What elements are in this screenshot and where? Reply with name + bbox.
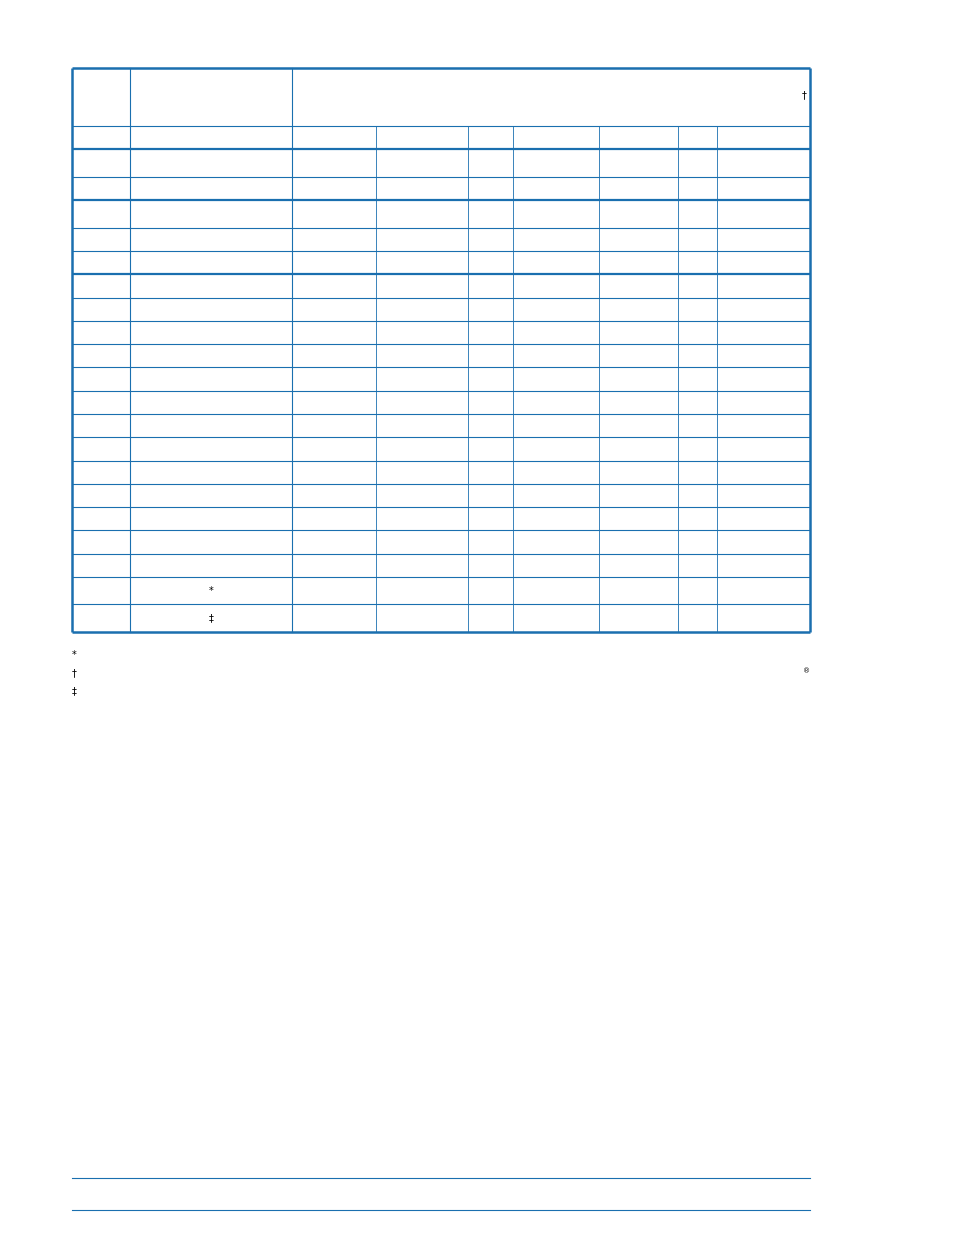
Text: *: * [208, 585, 213, 595]
Bar [71, 68, 809, 632]
Text: ®: ® [802, 668, 809, 674]
Text: †: † [71, 668, 77, 678]
Text: *: * [71, 650, 76, 659]
Text: †: † [801, 90, 806, 100]
Text: ‡: ‡ [71, 685, 77, 697]
Text: ‡: ‡ [208, 614, 213, 624]
